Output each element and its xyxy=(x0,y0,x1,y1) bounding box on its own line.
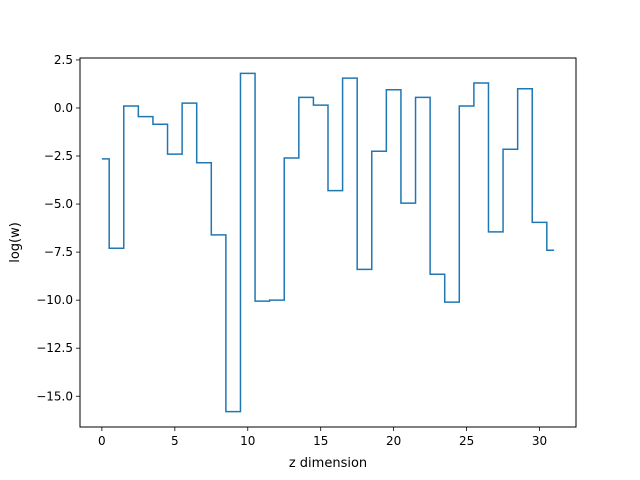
plot-frame xyxy=(79,57,577,428)
y-tick-label: −2.5 xyxy=(44,149,73,163)
y-tick-label: 0.0 xyxy=(54,101,73,115)
y-tick-label: −15.0 xyxy=(36,389,73,403)
x-axis-ticks: 0 5 10 15 20 25 30 xyxy=(98,427,547,448)
y-axis-ticks: 2.5 0.0 −2.5 −5.0 −7.5 −10.0 −12.5 −15.0 xyxy=(36,53,80,403)
y-tick-label: −5.0 xyxy=(44,197,73,211)
y-tick-label: −10.0 xyxy=(36,293,73,307)
y-tick-label: −12.5 xyxy=(36,341,73,355)
series-line xyxy=(101,72,555,413)
y-axis-label: log(w) xyxy=(8,222,23,263)
x-tick-label: 30 xyxy=(532,434,547,448)
series-layer xyxy=(101,72,555,413)
y-tick-label: 2.5 xyxy=(54,53,73,67)
x-tick-label: 20 xyxy=(386,434,401,448)
y-tick-label: −7.5 xyxy=(44,245,73,259)
x-axis-label: z dimension xyxy=(289,456,367,471)
x-tick-label: 25 xyxy=(459,434,474,448)
x-tick-label: 5 xyxy=(171,434,179,448)
x-tick-label: 0 xyxy=(98,434,106,448)
x-tick-label: 10 xyxy=(240,434,255,448)
x-tick-label: 15 xyxy=(313,434,328,448)
